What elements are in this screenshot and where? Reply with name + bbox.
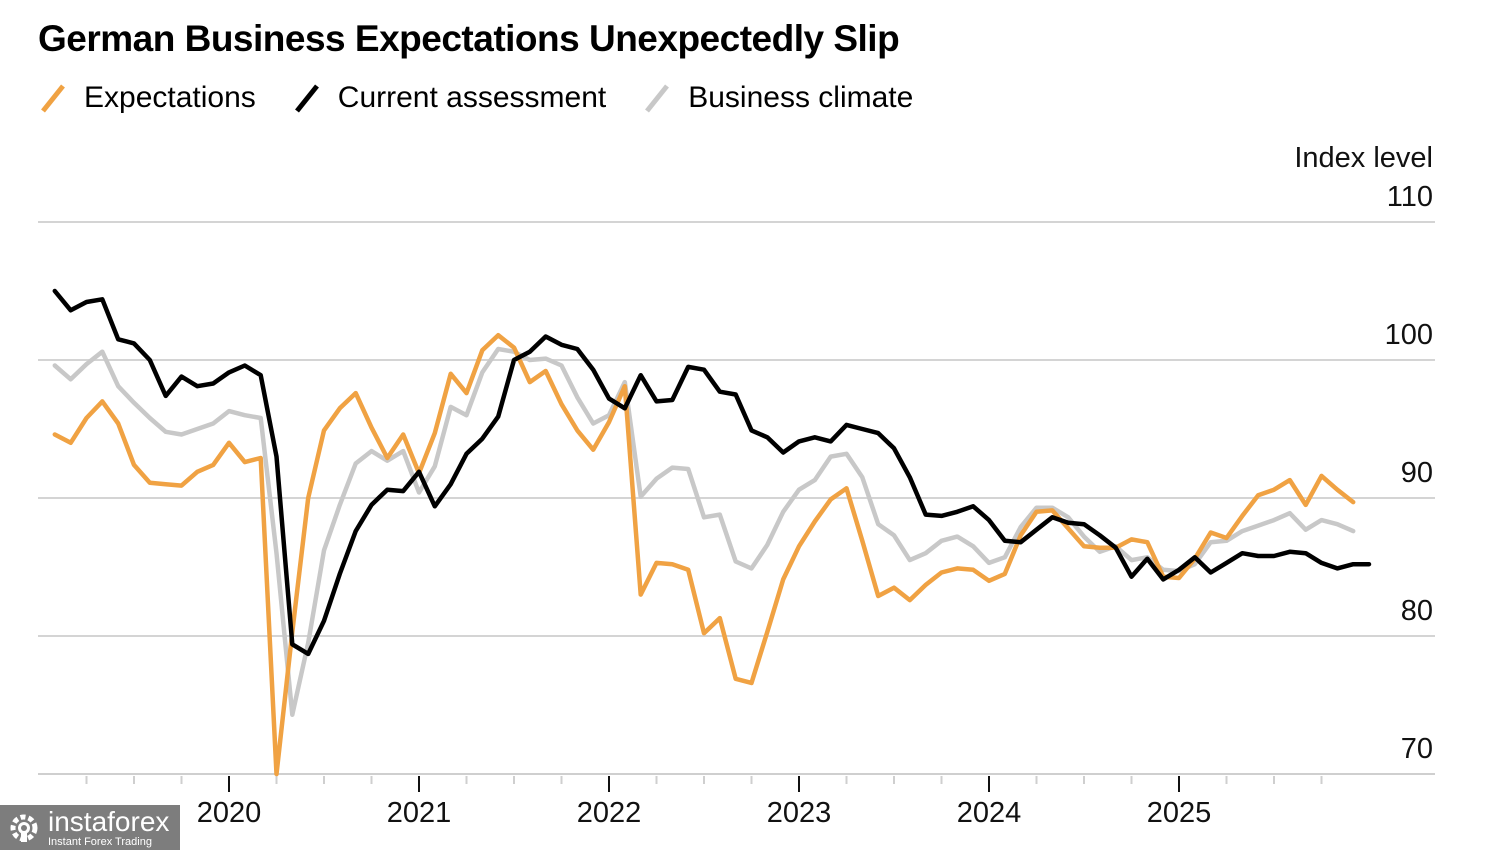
legend-item-current-assessment: Current assessment bbox=[292, 80, 606, 116]
y-tick-labels: 110 100 90 80 70 bbox=[1385, 181, 1433, 765]
x-axis: 2020 2021 2022 2023 2024 2025 bbox=[38, 773, 1435, 829]
x-tick-label: 2024 bbox=[957, 797, 1022, 829]
y-tick-label: 70 bbox=[1401, 733, 1433, 765]
legend-swatch-business-climate-icon bbox=[642, 80, 672, 116]
watermark-brand: instaforex bbox=[48, 805, 170, 837]
legend-item-expectations: Expectations bbox=[38, 80, 256, 116]
gear-logo-icon bbox=[10, 814, 38, 842]
chart-title: German Business Expectations Unexpectedl… bbox=[38, 18, 900, 59]
y-tick-label: 110 bbox=[1387, 181, 1433, 213]
x-tick-label: 2021 bbox=[387, 797, 452, 829]
legend-item-business-climate: Business climate bbox=[642, 80, 913, 116]
x-tick-label: 2020 bbox=[197, 797, 262, 829]
legend-label-expectations: Expectations bbox=[84, 81, 256, 114]
legend-swatch-current-assessment-icon bbox=[292, 80, 322, 116]
legend-swatch-expectations-icon bbox=[38, 80, 68, 116]
x-tick-label: 2025 bbox=[1147, 797, 1212, 829]
x-tick-label: 2022 bbox=[577, 797, 642, 829]
y-tick-label: 90 bbox=[1401, 457, 1433, 489]
legend-label-current-assessment: Current assessment bbox=[337, 81, 607, 114]
series-lines bbox=[52, 288, 1372, 777]
y-tick-label: 80 bbox=[1401, 595, 1433, 627]
series-line-expectations bbox=[52, 332, 1356, 777]
gridlines bbox=[38, 221, 1435, 637]
legend: Expectations Current assessment Business… bbox=[38, 80, 949, 116]
watermark-tagline: Instant Forex Trading bbox=[48, 835, 152, 848]
legend-label-business-climate: Business climate bbox=[688, 81, 914, 114]
series-line-business-climate bbox=[52, 346, 1356, 717]
y-axis-label: Index level bbox=[1294, 142, 1433, 174]
series-line-current-assessment bbox=[52, 288, 1372, 657]
y-tick-label: 100 bbox=[1385, 319, 1433, 351]
instaforex-watermark: instaforex Instant Forex Trading bbox=[0, 805, 180, 850]
x-tick-label: 2023 bbox=[767, 797, 832, 829]
